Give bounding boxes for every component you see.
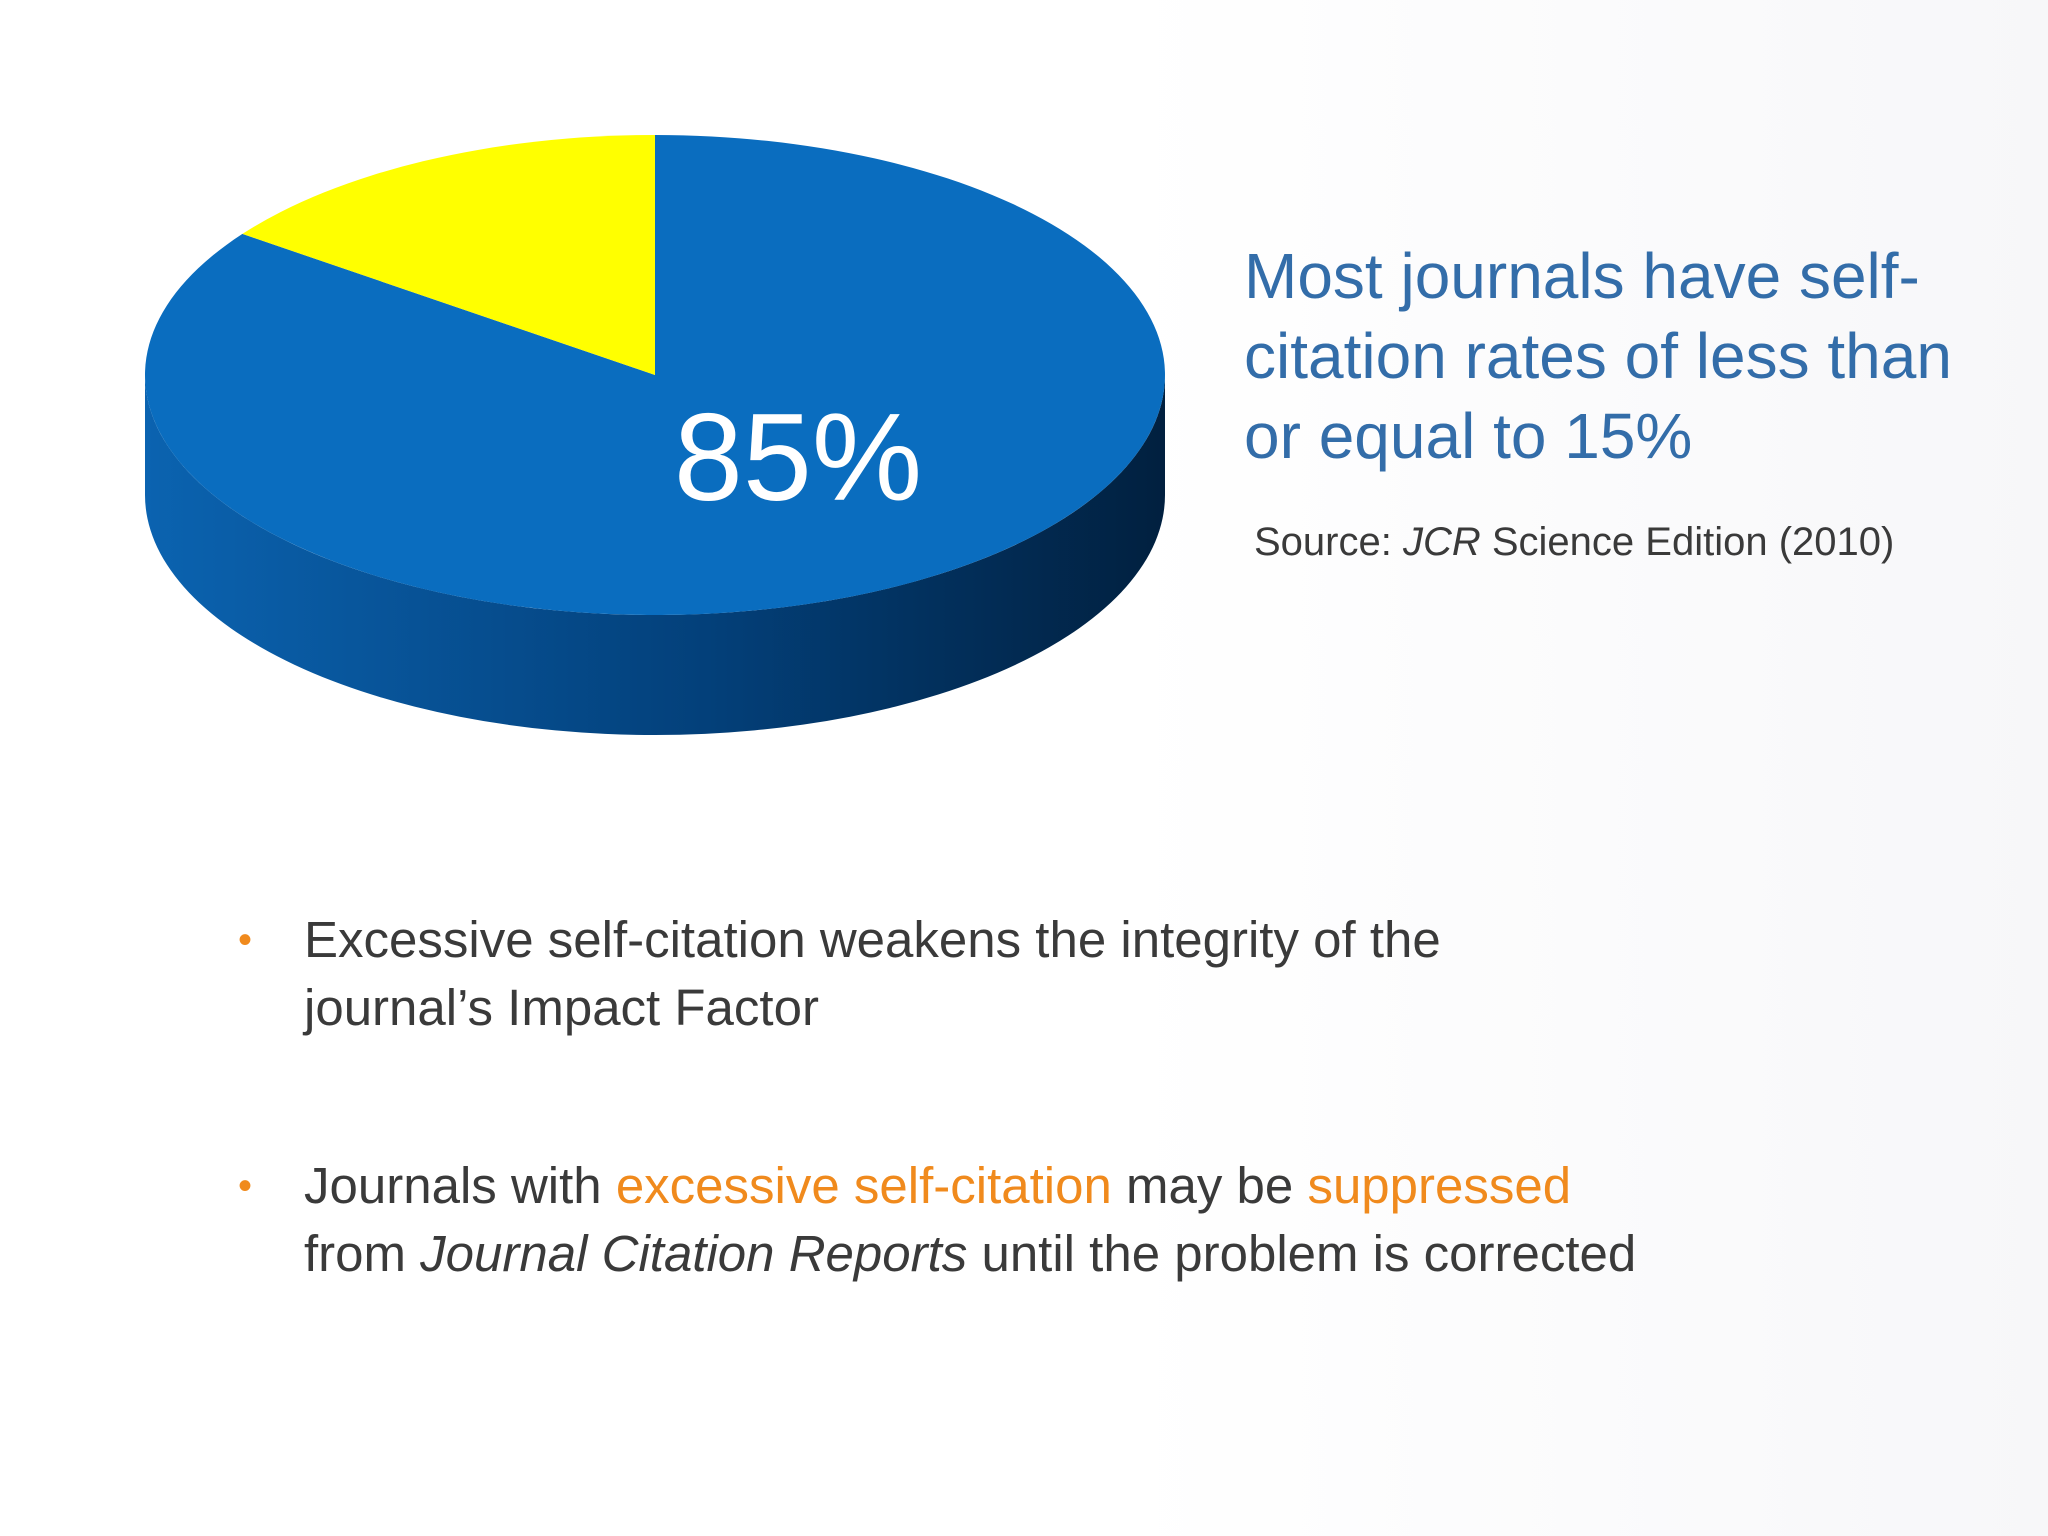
- bullet-italic: Journal Citation Reports: [420, 1225, 968, 1282]
- pie-label-85: 85%: [674, 389, 922, 527]
- bullet-marker: •: [238, 918, 253, 962]
- bullet-text: Journals with excessive self-citation ma…: [304, 1152, 1638, 1288]
- headline: Most journals have self-citation rates o…: [1244, 240, 1952, 472]
- bullet-text-part: may be: [1111, 1157, 1308, 1214]
- pie-side: [145, 375, 1165, 735]
- bullet-text: Excessive self-citation weakens the inte…: [304, 906, 1638, 1042]
- bullet-text-part: Excessive self-citation weakens the inte…: [304, 911, 1441, 1036]
- bullet-text-part: from: [304, 1225, 421, 1282]
- bullet-item: • Excessive self-citation weakens the in…: [238, 906, 1638, 1042]
- bullet-text-part: until the problem is corrected: [967, 1225, 1637, 1282]
- bullet-item: • Journals with excessive self-citation …: [238, 1152, 1638, 1288]
- source-note: Source: JCR Science Edition (2010): [1254, 520, 1894, 565]
- pie-chart: 85%: [145, 135, 1165, 735]
- pie-slice-15: [242, 135, 655, 375]
- source-suffix: Science Edition (2010): [1480, 520, 1895, 564]
- source-prefix: Source:: [1254, 520, 1403, 564]
- bullet-highlight: suppressed: [1307, 1157, 1572, 1214]
- bullet-text-part: Journals with: [304, 1157, 616, 1214]
- source-italic: JCR: [1402, 520, 1481, 564]
- bullet-marker: •: [238, 1164, 253, 1208]
- bullet-highlight: excessive self-citation: [615, 1157, 1112, 1214]
